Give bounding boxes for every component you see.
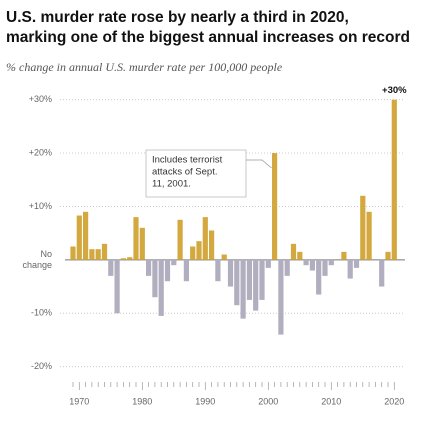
- bar: [297, 251, 303, 260]
- bar: [177, 219, 183, 260]
- y-tick-label: +30%: [29, 94, 52, 104]
- bar: [152, 259, 158, 298]
- bar: [120, 258, 126, 260]
- x-tick-label: 1970: [69, 396, 89, 406]
- bar: [265, 259, 271, 268]
- bar: [353, 259, 360, 268]
- bar: [234, 259, 240, 306]
- annotation: Includes terrorist: [152, 155, 223, 166]
- chart-subtitle: % change in annual U.S. murder rate per …: [6, 60, 283, 74]
- bar: [360, 195, 366, 260]
- bar: [322, 259, 328, 276]
- bar: [89, 249, 95, 260]
- y-tick-label: -10%: [31, 308, 52, 318]
- bar: [272, 153, 278, 260]
- chart-title: marking one of the biggest annual increa…: [6, 29, 410, 46]
- annotation-leader: [246, 159, 272, 169]
- bar: [108, 259, 114, 276]
- bar: [253, 259, 259, 311]
- bar: [328, 259, 334, 266]
- y-tick-label: No change: [22, 249, 52, 270]
- y-tick-label: +20%: [29, 147, 52, 157]
- bar: [164, 259, 171, 282]
- y-tick-label: -20%: [31, 361, 52, 371]
- bar: [303, 259, 309, 266]
- bar: [290, 243, 297, 260]
- bar: [246, 259, 252, 300]
- bar: [240, 259, 246, 319]
- bar: [70, 246, 76, 260]
- bar: [158, 259, 164, 316]
- value-label: +30%: [382, 85, 407, 96]
- annotation: attacks of Sept.: [152, 167, 217, 178]
- bar: [133, 217, 139, 260]
- bar: [146, 259, 152, 276]
- bar: [259, 259, 265, 300]
- bar: [391, 99, 397, 260]
- bar: [190, 246, 196, 260]
- bar: [379, 259, 385, 287]
- annotation: 11, 2001.: [152, 179, 191, 190]
- bar: [341, 251, 347, 260]
- x-tick-label: 1980: [132, 396, 152, 406]
- bar: [127, 257, 133, 260]
- bar: [76, 215, 82, 260]
- x-tick-label: 2000: [258, 396, 278, 406]
- bar: [278, 259, 284, 335]
- bar: [183, 259, 189, 282]
- bar: [347, 259, 353, 279]
- bar: [101, 243, 108, 260]
- bar: [83, 211, 89, 260]
- bar: [284, 259, 290, 276]
- bar: [171, 259, 177, 266]
- bar: [114, 259, 120, 314]
- bar: [139, 227, 145, 260]
- y-tick-label-line: No: [40, 249, 52, 259]
- x-tick-label: 2010: [321, 396, 341, 406]
- bar: [221, 254, 227, 260]
- y-tick-label: +10%: [29, 201, 52, 211]
- bar: [202, 217, 208, 260]
- bar: [366, 211, 372, 260]
- bar: [309, 259, 315, 271]
- y-tick-label-line: change: [22, 260, 52, 270]
- annotation-box: [145, 149, 247, 198]
- bar: [196, 241, 202, 260]
- bar: [209, 230, 215, 260]
- x-tick-label: 2020: [384, 396, 404, 406]
- bar: [385, 251, 391, 260]
- x-tick-label: 1990: [195, 396, 215, 406]
- bar: [215, 259, 221, 282]
- bar: [227, 259, 234, 287]
- bar: [95, 249, 101, 260]
- bar: [316, 259, 322, 295]
- chart-title: U.S. murder rate rose by nearly a third …: [6, 9, 349, 26]
